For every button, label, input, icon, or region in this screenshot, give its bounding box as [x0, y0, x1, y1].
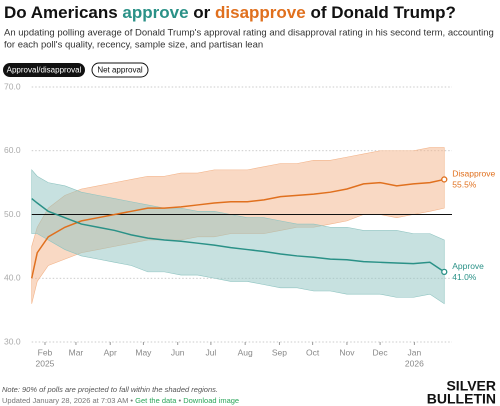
title-part: Do Americans	[4, 3, 122, 22]
end-dot	[441, 268, 448, 276]
y-tick-label: 30.0	[4, 336, 21, 346]
subtitle: for each poll's quality, recency, sample…	[4, 40, 263, 51]
legend-label: Disapprove	[452, 169, 495, 179]
toggle-label[interactable]: Net approval	[97, 66, 143, 75]
legend-label: Approve	[452, 261, 484, 271]
x-tick-label: Sep	[272, 347, 287, 357]
x-year-label: 2025	[36, 358, 55, 368]
x-year-label: 2026	[405, 358, 424, 368]
link[interactable]: Get the data	[135, 396, 177, 405]
toggle-label[interactable]: Approval/disapproval	[7, 66, 82, 75]
series-line	[31, 197, 445, 273]
y-tick-label: 70.0	[4, 81, 21, 91]
link[interactable]: Download image	[183, 396, 239, 405]
logo: BULLETIN	[427, 391, 496, 406]
footer: Updated January 28, 2026 at 7:03 AM • Ge…	[2, 396, 239, 405]
title-part: or	[189, 3, 215, 22]
value-label: 55.5%	[452, 180, 477, 190]
toggle-button[interactable]	[3, 63, 85, 77]
end-dot	[441, 176, 448, 183]
x-tick-label: Dec	[373, 347, 389, 357]
y-tick-label: 40.0	[4, 273, 21, 283]
subtitle: An updating polling average of Donald Tr…	[4, 28, 494, 39]
x-tick-label: Aug	[238, 347, 253, 357]
x-tick-label: Jan	[408, 347, 422, 357]
x-tick-label: Mar	[69, 347, 84, 357]
updated: Updated January 28, 2026 at 7:03 AM	[2, 396, 128, 405]
separator: •	[128, 396, 135, 405]
toggle-button[interactable]	[91, 62, 149, 78]
x-tick-label: Oct	[306, 347, 320, 357]
x-tick-label: May	[135, 347, 152, 357]
separator: •	[176, 396, 183, 405]
title-part: of Donald Trump?	[306, 3, 456, 22]
y-tick-label: 60.0	[4, 145, 21, 155]
title-part: approve	[122, 3, 188, 22]
x-tick-label: Nov	[339, 347, 355, 357]
value-label: 41.0%	[452, 272, 477, 282]
title-part: disapprove	[215, 3, 306, 22]
series-line	[30, 178, 445, 279]
note: Note: 90% of polls are projected to fall…	[2, 385, 218, 394]
y-tick-label: 50.0	[4, 209, 21, 219]
x-tick-label: Jun	[171, 347, 185, 357]
logo: SILVER	[446, 378, 496, 394]
x-tick-label: Feb	[38, 347, 53, 357]
chart-title: Do Americans approve or disapprove of Do…	[4, 3, 456, 22]
x-tick-label: Jul	[205, 347, 216, 357]
x-tick-label: Apr	[104, 347, 117, 357]
